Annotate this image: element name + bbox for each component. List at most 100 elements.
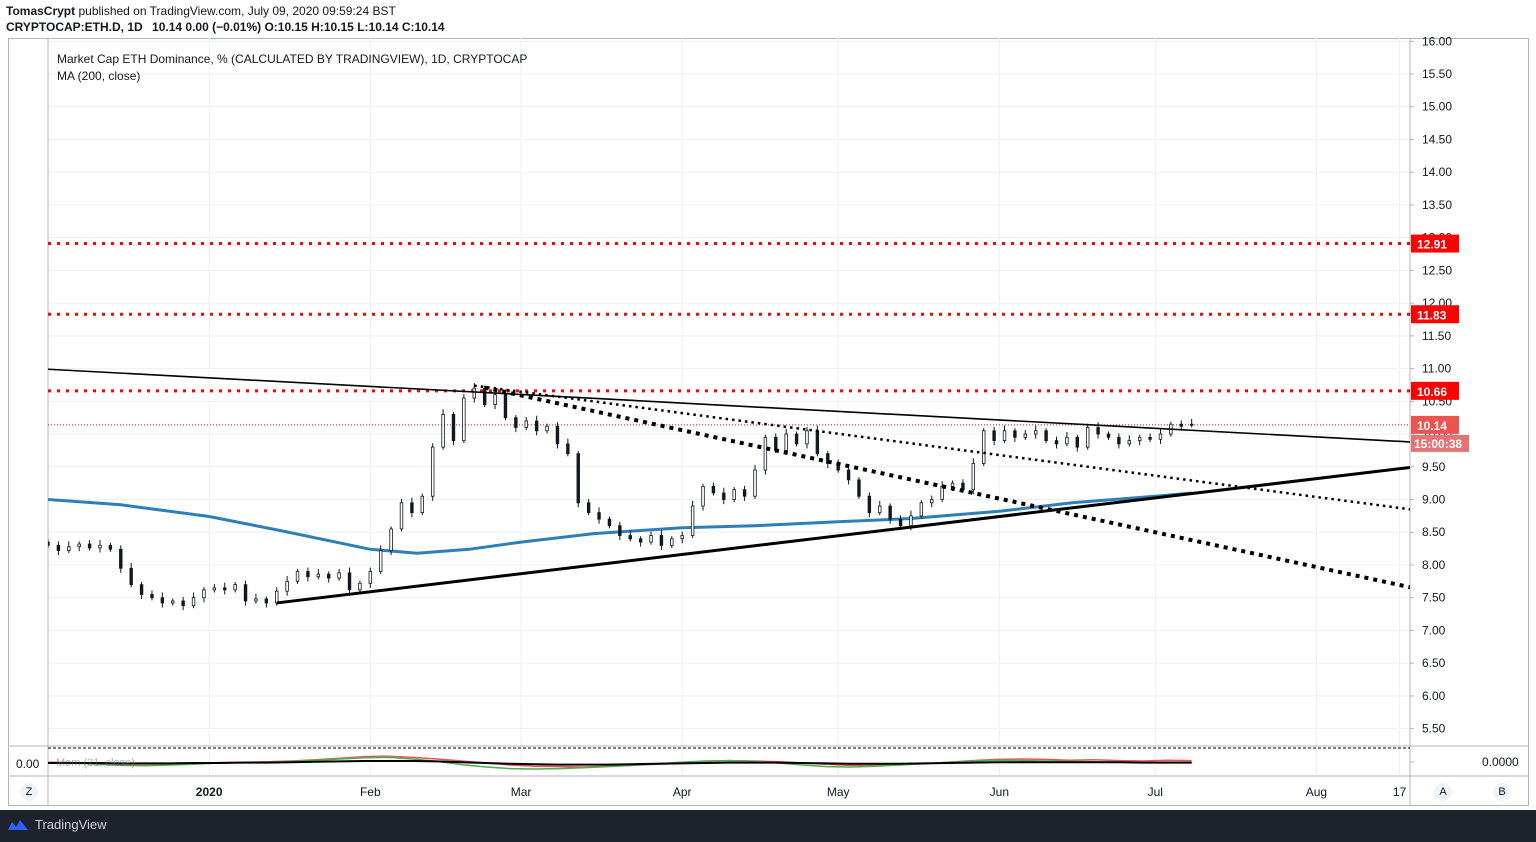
candle-up — [462, 397, 466, 441]
candle — [139, 581, 144, 600]
candle-up — [399, 502, 404, 530]
candle-down — [867, 495, 872, 514]
candle — [493, 390, 497, 410]
candle-down — [139, 584, 144, 595]
candle-down — [711, 486, 716, 494]
candle — [701, 483, 705, 511]
candle-down — [150, 594, 154, 599]
plot-area — [48, 242, 1410, 611]
candle-down — [514, 417, 518, 428]
candle-down — [56, 544, 61, 551]
candle-up — [524, 420, 528, 428]
candle — [753, 464, 757, 499]
grid-lines — [48, 38, 1410, 775]
candle — [254, 593, 258, 604]
candle — [545, 423, 549, 434]
candle — [212, 583, 217, 593]
candle — [98, 540, 102, 553]
candle — [202, 587, 206, 603]
author-name[interactable]: TomasCrypt — [6, 4, 76, 18]
last-value: 10.14 — [152, 20, 183, 34]
candle — [566, 438, 570, 457]
candle — [1044, 428, 1048, 444]
tradingview-logo[interactable]: TradingView — [6, 817, 107, 832]
last-price-bg — [1411, 415, 1459, 434]
candle-down — [160, 597, 165, 604]
candle-up — [545, 425, 549, 432]
log-scale-button[interactable]: B — [1493, 783, 1511, 801]
candle-down — [1106, 433, 1111, 438]
level-label-text: 11.83 — [1417, 308, 1447, 322]
candle — [243, 580, 248, 606]
candle-down — [1013, 430, 1017, 438]
price-tick-label: 6.00 — [1422, 689, 1446, 703]
candle-down — [1096, 427, 1100, 435]
candle-up — [337, 572, 341, 579]
candle — [379, 545, 383, 575]
time-tick-label: Feb — [360, 785, 381, 799]
candle-up — [763, 436, 768, 471]
countdown-bg — [1411, 434, 1469, 452]
candle-down — [555, 425, 560, 445]
symbol-info: CRYPTOCAP:ETH.D, 1D 10.14 0.00 (−0.01%) … — [6, 20, 445, 34]
candle-down — [451, 414, 456, 441]
candle — [1127, 435, 1131, 447]
candle-down — [742, 489, 747, 497]
ma-legend[interactable]: MA (200, close) — [57, 69, 141, 83]
candle — [857, 477, 861, 499]
price-tick-label: 13.50 — [1422, 198, 1452, 212]
price-tick-label: 7.50 — [1422, 591, 1446, 605]
candle — [690, 500, 695, 539]
candle-down — [1054, 440, 1059, 445]
auto-scale-button[interactable]: A — [1434, 783, 1452, 801]
candle-down — [48, 541, 50, 546]
zoom-button[interactable]: Z — [20, 783, 38, 801]
candle — [524, 417, 528, 431]
candle-down — [223, 587, 227, 591]
candle-up — [701, 486, 705, 507]
price-tick-label: 14.50 — [1422, 132, 1452, 146]
time-tick-label: Jun — [990, 785, 1009, 799]
candle-up — [295, 571, 300, 582]
candle — [150, 590, 154, 601]
price-tick-label: 16.00 — [1422, 34, 1452, 48]
candle-up — [753, 469, 757, 497]
candle — [347, 567, 352, 595]
publish-info: TomasCrypt published on TradingView.com,… — [6, 4, 396, 18]
candle-down — [264, 598, 269, 604]
momentum-legend[interactable]: Mom (21, close) — [56, 757, 135, 769]
candle-down — [129, 567, 133, 586]
candle-up — [275, 590, 279, 604]
trendline-dotted — [474, 384, 1410, 511]
level-label-bg — [1411, 234, 1459, 253]
candle — [867, 492, 872, 518]
candle — [306, 567, 310, 582]
candle-down — [1117, 436, 1121, 445]
candle — [940, 481, 944, 503]
level-label-text: 12.91 — [1417, 238, 1447, 252]
time-tick-label: Mar — [511, 785, 532, 799]
candle — [930, 495, 934, 508]
candle — [1023, 430, 1028, 440]
candle — [160, 592, 165, 608]
candle — [327, 571, 331, 583]
momentum-left-value: 0.00 — [16, 757, 40, 771]
candle-up — [202, 589, 206, 599]
candle — [451, 411, 456, 446]
symbol-name[interactable]: CRYPTOCAP:ETH.D, 1D — [6, 20, 143, 34]
trendline-solid-thick — [276, 465, 1410, 605]
last-price-label: 10.14 15:00:38 — [1411, 415, 1469, 452]
candle-down — [638, 538, 643, 543]
price-tick-label: 9.00 — [1422, 493, 1446, 507]
series-legend-title: Market Cap ETH Dominance, % (CALCULATED … — [57, 52, 528, 66]
candle — [732, 487, 736, 503]
candle — [1117, 433, 1121, 449]
candles — [48, 382, 1194, 611]
candle — [680, 531, 684, 544]
level-label-11.83: 11.83 — [1411, 305, 1459, 324]
candle-down — [576, 453, 580, 504]
price-tick-label: 11.00 — [1422, 362, 1451, 376]
candle-up — [430, 446, 435, 497]
candle — [836, 459, 840, 473]
